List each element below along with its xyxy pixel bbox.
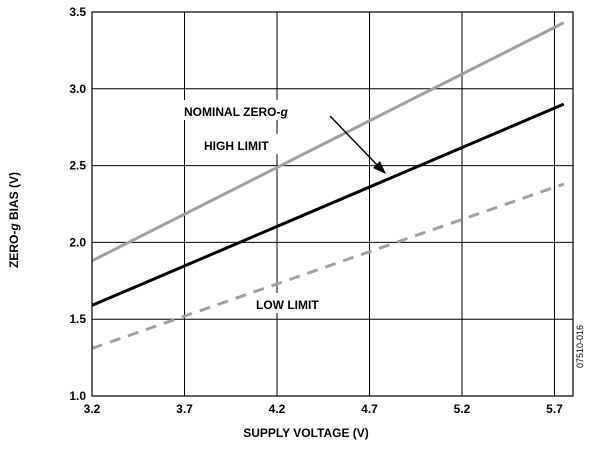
annotation-nominal-prefix: NOMINAL ZERO- [184,105,280,119]
high-label-bg [200,134,294,154]
y-tick-label: 3.0 [69,82,86,96]
y-axis-title-italic: g [7,223,21,232]
annotation-nominal-italic: g [279,105,288,119]
y-axis-title: ZERO-g BIAS (V) [7,172,21,268]
x-tick-labels: 3.2 3.7 4.2 4.7 5.2 5.7 [84,402,564,416]
y-tick-label: 3.5 [69,5,86,19]
x-tick-label: 3.2 [84,402,101,416]
annotation-nominal-arrowhead [373,161,386,174]
plot-frame [91,11,574,397]
y-tick-label: 1.5 [69,312,86,326]
figure-id: 07510-016 [575,325,585,368]
x-tick-label: 5.7 [546,402,563,416]
y-tick-label: 1.0 [69,389,86,403]
y-tick-label: 2.0 [69,235,86,249]
series-line-1 [91,21,565,263]
x-tick-label: 4.7 [361,402,378,416]
annotation-low-limit: LOW LIMIT [256,298,319,312]
annotation-nominal: NOMINAL ZERO-g [184,105,288,119]
annotation-nominal-arrow [329,115,381,169]
y-axis-title-prefix: ZERO- [7,231,21,268]
series-layer [91,21,565,350]
nominal-label-bg [180,100,336,120]
x-tick-label: 3.7 [176,402,193,416]
x-tick-label: 4.2 [269,402,286,416]
y-axis-title-suffix: BIAS (V) [7,172,21,223]
x-tick-label: 5.2 [454,402,471,416]
series-line-3 [91,182,565,350]
series-line-2 [91,102,565,307]
low-label-bg [250,293,344,313]
y-tick-label: 2.5 [69,159,86,173]
x-axis-title: SUPPLY VOLTAGE (V) [243,426,369,440]
y-tick-labels: 1.0 1.5 2.0 2.5 3.0 3.5 [69,5,86,403]
annotation-high-limit: HIGH LIMIT [204,139,269,153]
